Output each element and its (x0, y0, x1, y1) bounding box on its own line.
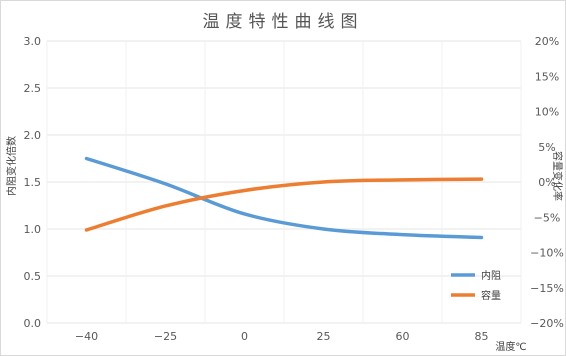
y-left-tick-label: 1.5 (24, 176, 42, 189)
x-tick-label: 25 (317, 330, 331, 343)
y-left-tick-label: 2.5 (24, 82, 42, 95)
y-axis-left-title: 内阻变化倍数 (5, 136, 18, 196)
y-right-tick-label: −20% (530, 317, 564, 330)
x-tick-label: −40 (75, 330, 98, 343)
grid-lines (46, 40, 522, 324)
y-left-tick-label: 1.0 (24, 223, 42, 236)
x-tick-label: 60 (396, 330, 410, 343)
chart-title: 温度特性曲线图 (203, 12, 364, 32)
y-right-tick-label: 15% (535, 70, 559, 83)
series-lines (84, 156, 484, 240)
y-right-tick-label: 0% (538, 176, 555, 189)
x-tick-label: 85 (475, 330, 489, 343)
x-tick-label: −25 (154, 330, 177, 343)
x-axis-title: 温度℃ (495, 340, 526, 353)
y-left-tick-label: 0.5 (24, 270, 42, 283)
legend-label-capacity: 容量 (481, 289, 501, 302)
y-axis-right-title: 容量变化率 (551, 151, 564, 201)
tick-labels: 0.0 0.5 1.0 1.5 2.0 2.5 3.0 −20% −15% −10% −5% 0% 5%… (24, 35, 564, 343)
capacity-series-line (84, 177, 484, 232)
y-right-tick-label: −15% (530, 282, 564, 295)
y-right-tick-label: 5% (538, 141, 555, 154)
y-left-tick-label: 3.0 (24, 35, 42, 48)
x-tick-label: 0 (241, 330, 248, 343)
legend: 内阻 容量 (451, 269, 501, 302)
y-left-tick-label: 0.0 (24, 317, 42, 330)
y-right-tick-label: −10% (530, 247, 564, 260)
y-left-tick-label: 2.0 (24, 129, 42, 142)
legend-label-internal-resistance: 内阻 (481, 269, 501, 282)
y-right-tick-label: 20% (535, 35, 559, 48)
y-right-tick-label: −5% (534, 211, 561, 224)
internal-resistance-series-line (84, 156, 484, 240)
y-right-tick-label: 10% (535, 106, 559, 119)
